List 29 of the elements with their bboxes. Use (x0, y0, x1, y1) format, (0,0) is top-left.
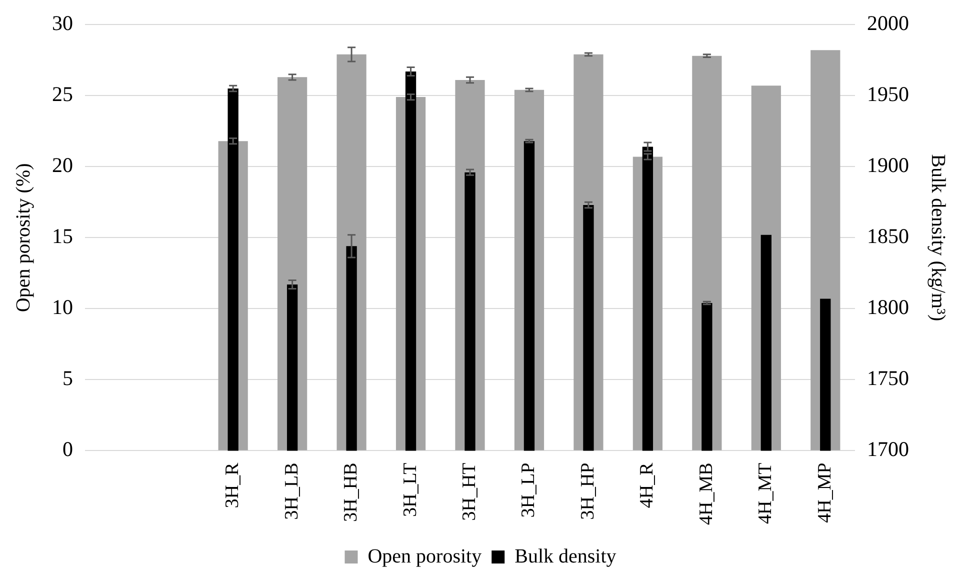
y-axis-title: Open porosity (%) (12, 163, 34, 312)
x-tick-label: 4H_MB (696, 462, 717, 526)
y-tick-label: 10 (52, 295, 73, 320)
x-tick-label: 4H_MP (814, 462, 836, 523)
y-tick-label: 0 (62, 437, 73, 462)
x-tick-label: 4H_MT (755, 462, 776, 524)
x-tick-label: 3H_R (222, 462, 244, 508)
x-tick-label: 3H_HB (340, 462, 362, 522)
y2-tick-label: 1700 (867, 437, 909, 462)
legend-label: Bulk density (514, 545, 616, 568)
x-tick-label: 3H_LP (518, 462, 540, 518)
y2-tick-label: 1750 (867, 366, 909, 390)
x-tick-label: 3H_HT (458, 462, 480, 521)
y-tick-label: 25 (52, 82, 73, 106)
y2-tick-label: 1850 (867, 224, 909, 248)
y-tick-label: 30 (52, 11, 73, 36)
legend-label: Open porosity (368, 545, 482, 568)
y-tick-label: 20 (52, 153, 73, 178)
y2-tick-label: 1950 (867, 82, 909, 106)
x-tick-label: 4H_R (636, 462, 658, 508)
y2-tick-label: 1800 (867, 295, 909, 320)
x-tick-label: 3H_LB (281, 462, 302, 520)
y-tick-label: 5 (62, 366, 73, 390)
x-tick-label: 3H_HP (577, 462, 598, 520)
y-tick-label: 15 (52, 224, 73, 248)
y2-axis-title: Bulk density (kg/m³) (926, 154, 949, 322)
y2-tick-label: 2000 (867, 11, 909, 36)
y2-tick-label: 1900 (867, 153, 909, 178)
x-tick-label: 3H_LT (400, 462, 421, 517)
